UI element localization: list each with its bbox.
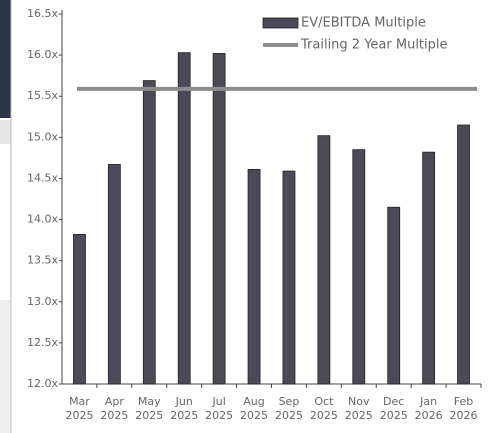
y-tick-label: 13.5x xyxy=(27,254,58,267)
y-tick-label: 12.5x xyxy=(27,336,58,349)
bar xyxy=(387,206,401,385)
x-tick-label: Dec 2025 xyxy=(379,395,408,422)
bar xyxy=(247,168,261,385)
bar xyxy=(457,124,470,385)
legend-label: Trailing 2 Year Multiple xyxy=(300,38,448,53)
x-tick-label: May 2025 xyxy=(135,395,164,422)
bar xyxy=(282,170,296,385)
x-tick-label: Apr 2025 xyxy=(100,395,129,422)
x-tick-label: Sep 2025 xyxy=(274,395,303,422)
x-tick-label: Aug 2025 xyxy=(240,395,269,422)
y-tick-label: 12.0x xyxy=(27,377,58,390)
x-tick-label: Jul 2025 xyxy=(205,395,234,422)
x-tick-label: Oct 2025 xyxy=(309,395,338,422)
y-tick-label: 14.5x xyxy=(27,171,58,184)
bar xyxy=(107,164,121,385)
bar xyxy=(352,149,366,385)
bar xyxy=(422,151,436,385)
x-tick-label: Mar 2025 xyxy=(65,395,94,422)
x-tick-label: Jan 2026 xyxy=(414,395,443,422)
bar xyxy=(73,233,86,385)
x-tick-label: Feb 2026 xyxy=(449,395,478,422)
side-panel xyxy=(0,120,11,144)
bar xyxy=(212,53,226,385)
y-tick-label: 16.5x xyxy=(27,7,58,20)
y-tick-label: 15.5x xyxy=(27,89,58,102)
legend-label: EV/EBITDA Multiple xyxy=(301,16,426,31)
bar xyxy=(317,135,331,385)
side-panel xyxy=(0,0,11,118)
side-panel xyxy=(0,300,11,433)
y-tick-label: 15.0x xyxy=(27,130,58,143)
bar xyxy=(177,52,191,385)
y-tick-label: 14.0x xyxy=(27,213,58,226)
y-tick-label: 16.0x xyxy=(27,48,58,61)
legend-swatch xyxy=(262,17,299,29)
x-tick-label: Nov 2025 xyxy=(344,395,373,422)
bar xyxy=(142,80,156,385)
y-tick-label: 13.0x xyxy=(27,295,58,308)
x-tick-label: Jun 2025 xyxy=(170,395,199,422)
